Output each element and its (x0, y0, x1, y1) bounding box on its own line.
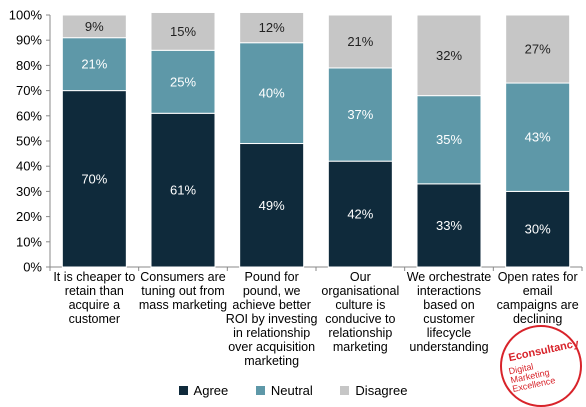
bar-segment-agree (416, 183, 482, 268)
y-tick-label: 80% (16, 58, 42, 73)
y-tick-label: 70% (16, 83, 42, 98)
category-label-line: organisational (321, 284, 400, 298)
data-label: 21% (347, 34, 373, 49)
category-label: We orchestrate interactions based on custom… (403, 270, 495, 354)
category-label-line: conducive to (325, 312, 396, 326)
bar-segment-disagree (61, 14, 127, 39)
bar-segment-disagree (150, 11, 216, 51)
category-label-line: lifecycle (426, 326, 472, 340)
bar-segment-agree (150, 112, 216, 268)
category-label: Pound for pound, we achieve better ROI by i… (226, 270, 318, 368)
data-label: 42% (347, 207, 373, 222)
bar-segment-disagree (239, 11, 305, 44)
legend-swatch-neutral (255, 385, 265, 395)
category-label-line: Open rates for (497, 270, 578, 284)
category-label-line: culture is (335, 298, 386, 312)
bar-segment-agree (61, 90, 127, 268)
category-label-line: acquire a (68, 298, 121, 312)
legend: Agree Neutral Disagree (0, 381, 586, 398)
category-label: It is cheaper to retain than acquire a cust… (48, 270, 140, 326)
category-label-line: declining (512, 312, 563, 326)
data-label: 12% (259, 20, 285, 35)
category-label-line: understanding (409, 340, 489, 354)
y-tick-label: 90% (16, 33, 42, 48)
category-label-line: It is cheaper to (53, 270, 136, 284)
category-label-line: ROI by investing (225, 312, 318, 326)
category-label-line: customer (68, 312, 121, 326)
y-tick-label: 60% (16, 108, 42, 123)
category-label-line: customer (423, 312, 475, 326)
bar-segment-neutral (61, 37, 127, 92)
category-label-line: Consumers are (140, 270, 226, 284)
data-label: 43% (525, 130, 551, 145)
category-label-line: marketing (332, 340, 388, 354)
data-label: 49% (259, 198, 285, 213)
legend-swatch-disagree (340, 385, 350, 395)
category-label-line: interactions (417, 284, 481, 298)
bar-segment-neutral (327, 67, 393, 162)
category-label-line: tuning out from (141, 284, 225, 298)
category-label-line: Our (349, 270, 371, 284)
data-label: 37% (347, 107, 373, 122)
category-label: Open rates for email campaigns are declinin… (492, 270, 584, 326)
data-label: 32% (436, 48, 462, 63)
y-tick-label: 10% (16, 234, 42, 249)
bar-segment-neutral (239, 42, 305, 145)
category-label-line: in relationship (233, 326, 311, 340)
data-label: 21% (81, 57, 107, 72)
econsultancy-seal: Econsultancy Digital Marketing Excellenc… (500, 325, 582, 407)
category-label-line: achieve better (232, 298, 311, 312)
legend-label-neutral: Neutral (270, 382, 313, 398)
bar-segment-disagree (327, 14, 393, 69)
data-label: 25% (170, 74, 196, 89)
y-tick-label: 40% (16, 159, 42, 174)
category-label-line: campaigns are (496, 298, 579, 312)
data-label: 27% (525, 42, 551, 57)
category-label-line: pound, we (242, 284, 301, 298)
category-label-line: We orchestrate (406, 270, 492, 284)
bar-segment-neutral (416, 95, 482, 185)
y-tick-label: 0% (23, 260, 42, 275)
legend-item-neutral: Neutral (255, 382, 313, 398)
y-tick-label: 100% (9, 8, 43, 23)
category-label-line: relationship (328, 326, 393, 340)
legend-label-agree: Agree (193, 382, 229, 398)
data-label: 70% (81, 171, 107, 186)
legend-label-disagree: Disagree (355, 382, 408, 398)
category-label-line: email (522, 284, 553, 298)
data-label: 40% (259, 86, 285, 101)
category-label: Consumers are tuning out from mass marketi… (137, 270, 229, 312)
category-label-line: Pound for (244, 270, 299, 284)
legend-item-agree: Agree (178, 382, 229, 398)
bar-segment-disagree (505, 14, 571, 84)
data-label: 15% (170, 24, 196, 39)
legend-item-disagree: Disagree (340, 382, 407, 398)
category-label: Our organisational culture is conducive to r… (314, 270, 406, 354)
data-label: 35% (436, 132, 462, 147)
bar-segment-agree (505, 190, 571, 268)
data-label: 33% (436, 218, 462, 233)
data-label: 30% (525, 222, 551, 237)
data-label: 9% (85, 19, 104, 34)
bar-segment-neutral (505, 82, 571, 192)
category-label-line: over acquisition (228, 340, 316, 354)
bar-segment-disagree (416, 14, 482, 97)
category-label-line: mass marketing (138, 298, 228, 312)
category-label-line: based on (423, 298, 475, 312)
category-label-line: retain than (64, 284, 124, 298)
category-label-line: marketing (244, 354, 300, 368)
y-tick-label: 50% (16, 134, 42, 149)
y-tick-label: 30% (16, 184, 42, 199)
legend-swatch-agree (178, 385, 188, 395)
y-tick-label: 20% (16, 209, 42, 224)
data-label: 61% (170, 183, 196, 198)
